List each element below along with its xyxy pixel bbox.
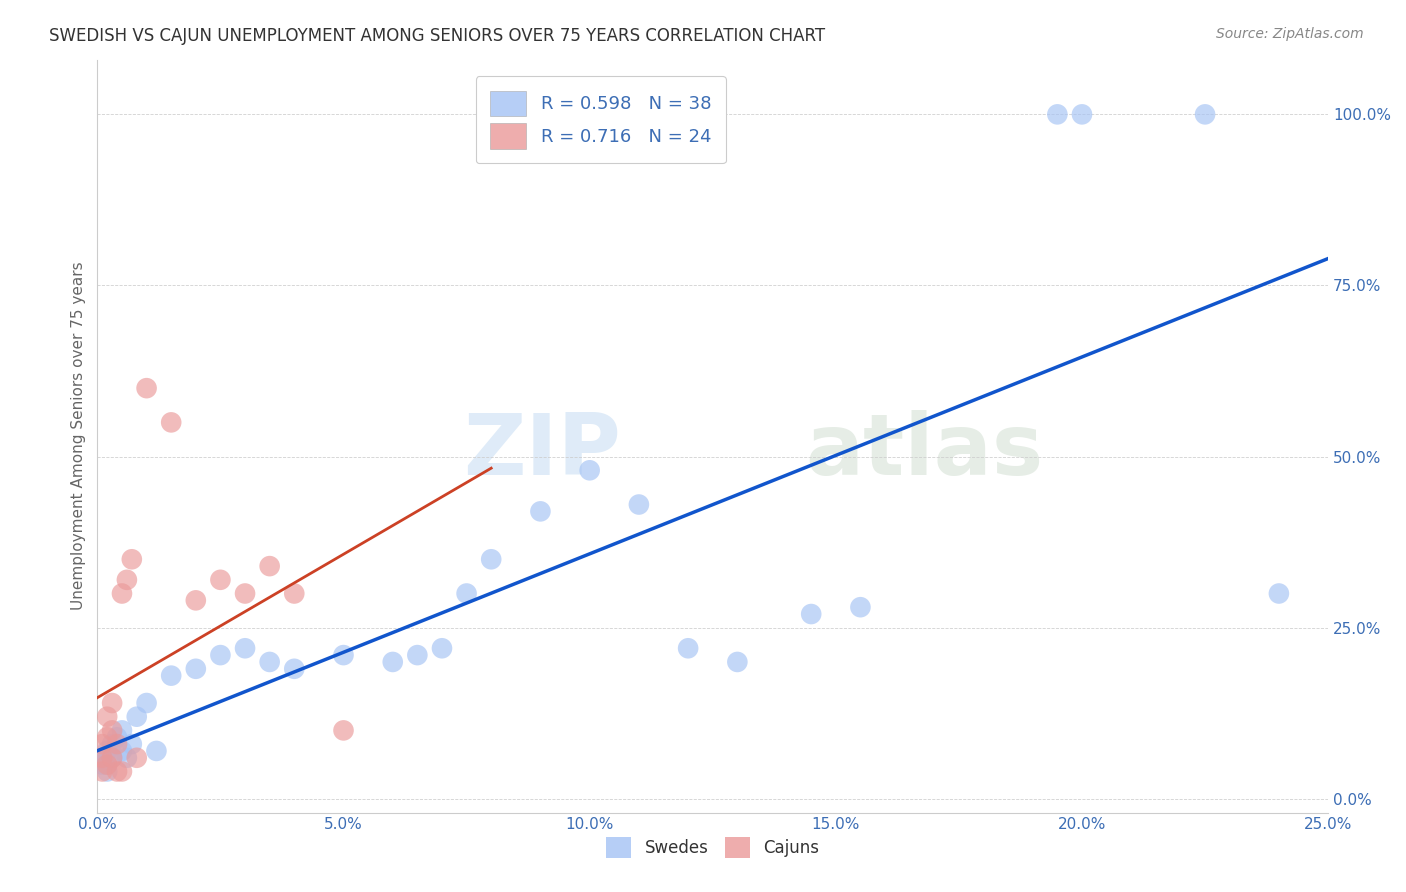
- Point: [578, 463, 600, 477]
- Point: [96, 709, 118, 723]
- Point: [101, 737, 124, 751]
- Point: [111, 723, 134, 738]
- Point: [381, 655, 404, 669]
- Point: [91, 751, 114, 765]
- Y-axis label: Unemployment Among Seniors over 75 years: Unemployment Among Seniors over 75 years: [72, 261, 86, 610]
- Point: [332, 723, 354, 738]
- Point: [283, 662, 305, 676]
- Point: [259, 655, 281, 669]
- Point: [676, 641, 699, 656]
- Point: [456, 586, 478, 600]
- Point: [125, 751, 148, 765]
- Point: [91, 757, 114, 772]
- Point: [1194, 107, 1216, 121]
- Point: [111, 744, 134, 758]
- Text: ZIP: ZIP: [463, 409, 620, 492]
- Point: [233, 586, 256, 600]
- Text: SWEDISH VS CAJUN UNEMPLOYMENT AMONG SENIORS OVER 75 YEARS CORRELATION CHART: SWEDISH VS CAJUN UNEMPLOYMENT AMONG SENI…: [49, 27, 825, 45]
- Point: [800, 607, 823, 621]
- Point: [101, 751, 124, 765]
- Point: [406, 648, 429, 662]
- Point: [135, 696, 157, 710]
- Point: [101, 696, 124, 710]
- Point: [233, 641, 256, 656]
- Point: [209, 573, 232, 587]
- Point: [96, 744, 118, 758]
- Point: [115, 573, 138, 587]
- Point: [105, 731, 128, 745]
- Point: [160, 416, 183, 430]
- Point: [1071, 107, 1094, 121]
- Point: [105, 737, 128, 751]
- Point: [96, 731, 118, 745]
- Point: [145, 744, 167, 758]
- Point: [184, 593, 207, 607]
- Point: [96, 757, 118, 772]
- Point: [430, 641, 453, 656]
- Point: [849, 600, 872, 615]
- Point: [111, 764, 134, 779]
- Point: [332, 648, 354, 662]
- Point: [105, 764, 128, 779]
- Point: [96, 764, 118, 779]
- Point: [259, 559, 281, 574]
- Point: [479, 552, 502, 566]
- Point: [627, 498, 650, 512]
- Point: [91, 764, 114, 779]
- Point: [96, 757, 118, 772]
- Point: [101, 751, 124, 765]
- Point: [209, 648, 232, 662]
- Legend: R = 0.598   N = 38, R = 0.716   N = 24: R = 0.598 N = 38, R = 0.716 N = 24: [475, 76, 725, 163]
- Point: [91, 751, 114, 765]
- Point: [725, 655, 748, 669]
- Point: [121, 737, 143, 751]
- Point: [529, 504, 551, 518]
- Point: [125, 709, 148, 723]
- Point: [184, 662, 207, 676]
- Point: [121, 552, 143, 566]
- Point: [160, 668, 183, 682]
- Point: [101, 723, 124, 738]
- Point: [1268, 586, 1291, 600]
- Point: [91, 737, 114, 751]
- Text: atlas: atlas: [806, 409, 1043, 492]
- Point: [135, 381, 157, 395]
- Point: [111, 586, 134, 600]
- Point: [115, 751, 138, 765]
- Point: [1046, 107, 1069, 121]
- Text: Source: ZipAtlas.com: Source: ZipAtlas.com: [1216, 27, 1364, 41]
- Point: [283, 586, 305, 600]
